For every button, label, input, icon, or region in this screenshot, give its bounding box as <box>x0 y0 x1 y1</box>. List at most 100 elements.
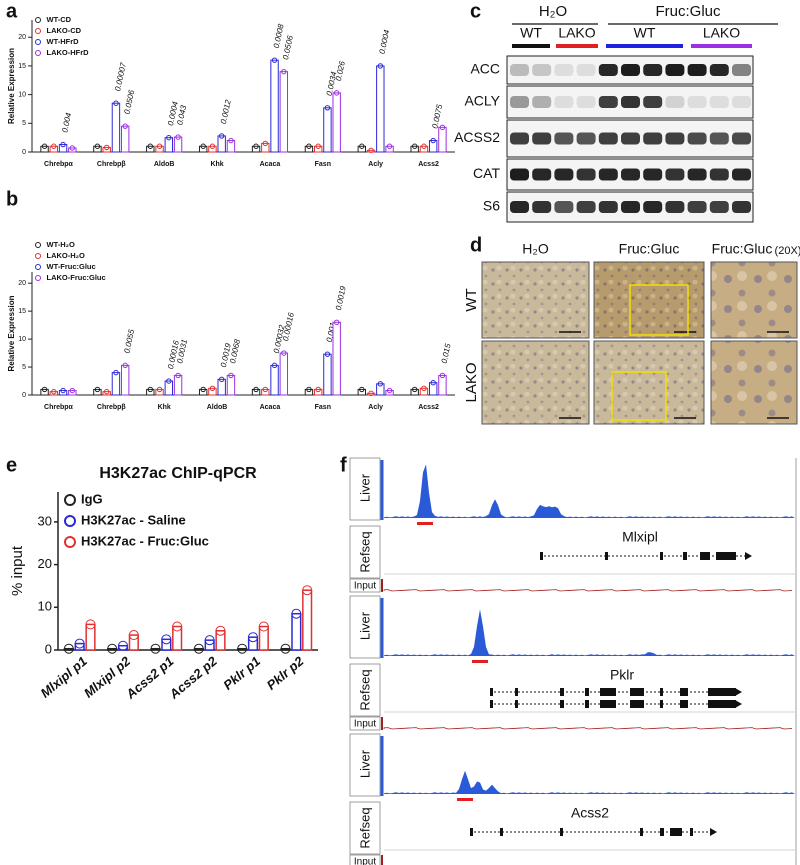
panel-label: b <box>6 188 18 210</box>
panel-label: c <box>470 0 481 22</box>
blot-band <box>576 132 596 145</box>
bar-marker <box>421 143 427 149</box>
blot-band <box>687 96 707 108</box>
x-tick-label: AldoB <box>207 404 228 411</box>
blot-band <box>510 201 529 213</box>
gene-name: Acss2 <box>571 805 609 821</box>
bar <box>357 145 367 153</box>
bar-marker <box>315 386 321 393</box>
p-value: 0.043 <box>175 104 188 126</box>
protein-label: S6 <box>483 198 500 214</box>
bar <box>261 142 270 153</box>
bar-marker <box>324 105 331 111</box>
blot-band <box>510 64 529 76</box>
exon <box>560 828 563 836</box>
blot-band <box>732 132 751 145</box>
y-tick-label: 0 <box>22 149 26 156</box>
bar-marker <box>258 621 269 632</box>
x-tick-label: Fasn <box>315 161 331 168</box>
micrograph <box>710 261 798 339</box>
bar <box>161 638 172 651</box>
p-value: 0.0019 <box>334 285 348 311</box>
y-tick-label: 10 <box>38 599 52 614</box>
bar-marker <box>69 145 76 151</box>
bar <box>270 364 279 396</box>
protein-label: CAT <box>473 165 500 181</box>
blot-band <box>709 96 729 108</box>
lane-bar <box>691 44 752 48</box>
bar-marker <box>248 632 258 643</box>
legend-label: WT-HFrD <box>47 37 80 46</box>
bar <box>251 388 261 396</box>
bar <box>428 140 438 153</box>
bar <box>438 126 447 153</box>
track-frame <box>349 525 381 579</box>
bar <box>226 374 236 396</box>
p-value: 0.0506 <box>281 34 295 60</box>
bar-marker <box>193 643 204 654</box>
exon <box>470 828 473 836</box>
blot-band <box>732 201 751 213</box>
exon <box>660 688 663 696</box>
bar-marker <box>271 57 278 63</box>
bar-marker <box>161 634 172 645</box>
bar-marker <box>51 388 57 395</box>
bar <box>49 145 59 153</box>
exon <box>560 700 564 708</box>
exon <box>660 700 663 708</box>
gene-name: Mlxipl <box>622 529 658 545</box>
blot-group: H₂O <box>539 3 567 20</box>
bar-marker <box>51 143 57 149</box>
legend-marker <box>35 17 41 23</box>
chart-title: H3K27ac ChIP-qPCR <box>99 465 257 482</box>
blot-band <box>598 64 618 76</box>
x-tick-label: Acaca <box>260 404 281 411</box>
bar-marker <box>118 640 128 651</box>
protein-label: ACSS2 <box>454 129 500 145</box>
x-tick-label: Khk <box>158 404 171 411</box>
blot-band <box>709 132 729 145</box>
p-value: 0.026 <box>334 60 347 82</box>
bar-marker <box>147 143 154 149</box>
zoom-label: (20X) <box>775 245 800 257</box>
bar <box>93 145 102 153</box>
bar-marker <box>359 386 365 393</box>
column-title: Fruc:Gluc <box>619 241 680 257</box>
blot-band <box>554 96 574 108</box>
lane-bar <box>512 44 550 48</box>
blot-band <box>687 168 707 181</box>
track-label: Refseq <box>357 807 372 848</box>
p-value: 0.004 <box>60 111 73 133</box>
y-axis-label: Relative Expression <box>7 48 16 124</box>
bar-marker <box>200 143 206 149</box>
legend-label: LAKO-H₂O <box>47 251 85 260</box>
bar-marker <box>386 143 393 149</box>
blot-band <box>598 96 618 108</box>
blot-band <box>598 132 618 145</box>
exon <box>490 688 493 696</box>
bar-marker <box>315 143 321 149</box>
exon <box>680 700 688 708</box>
bar-marker <box>359 143 365 149</box>
bar-marker <box>113 100 119 106</box>
bar <box>217 135 226 153</box>
panel-label: a <box>6 0 18 22</box>
bar <box>291 612 302 651</box>
bar-marker <box>228 137 234 144</box>
bar <box>198 145 208 153</box>
bar-marker <box>175 134 181 140</box>
blot-band <box>643 64 663 76</box>
bar-marker <box>430 380 436 386</box>
bar-marker <box>85 619 96 630</box>
bar-marker <box>218 376 225 383</box>
blot-band <box>621 96 640 108</box>
panel-label: d <box>470 234 482 256</box>
bar-marker <box>411 143 418 149</box>
row-label: LAKO <box>463 362 480 402</box>
bar-marker <box>166 134 172 141</box>
blot-band <box>732 64 751 76</box>
bar-marker <box>209 143 216 149</box>
bar-marker <box>94 386 101 393</box>
blot-band <box>554 132 574 145</box>
blot-band <box>576 64 596 76</box>
